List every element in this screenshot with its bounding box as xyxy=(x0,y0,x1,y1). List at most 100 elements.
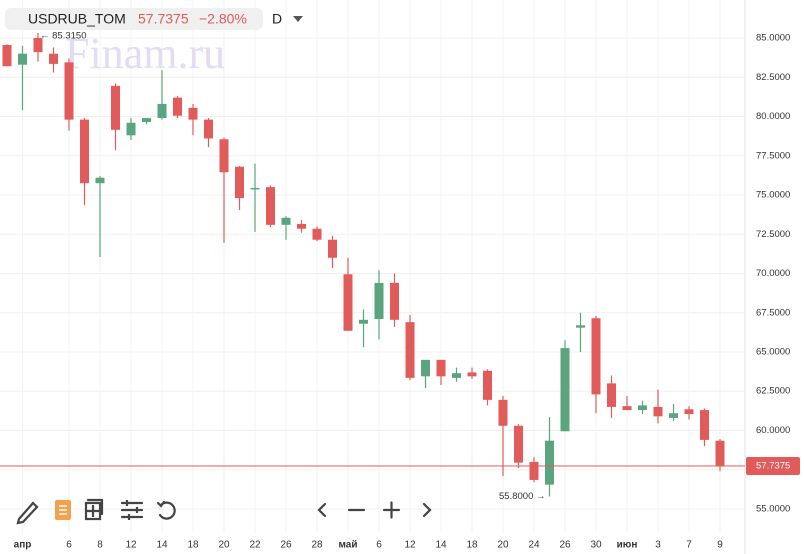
candle-body xyxy=(436,359,446,377)
y-tick-label: 85.0000 xyxy=(756,33,790,44)
x-tick-label: 14 xyxy=(156,540,168,551)
candle-body xyxy=(204,119,213,139)
candles xyxy=(2,33,725,497)
x-tick-label: 6 xyxy=(66,540,72,551)
y-tick-label: 55.0000 xyxy=(756,503,790,514)
interval-dropdown[interactable] xyxy=(293,16,303,22)
x-tick-label: 18 xyxy=(466,540,478,551)
candle-body xyxy=(700,410,709,440)
y-tick-label: 75.0000 xyxy=(756,190,790,201)
x-tick-label: 7 xyxy=(686,540,692,551)
x-tick-label: май xyxy=(339,540,358,551)
x-tick-label: 14 xyxy=(435,540,447,551)
x-tick-label: июн xyxy=(617,540,638,551)
candle-body xyxy=(421,359,430,377)
candle-body xyxy=(157,103,167,119)
candle-body xyxy=(467,372,477,377)
y-tick-label: 80.0000 xyxy=(756,111,790,122)
candle-body xyxy=(95,177,105,184)
x-tick-label: 3 xyxy=(655,540,661,551)
candle-body xyxy=(653,406,663,417)
candle-body xyxy=(64,62,74,120)
candle-body xyxy=(669,413,678,418)
candle-body xyxy=(266,187,275,225)
y-tick-label: 77.5000 xyxy=(756,150,790,161)
candle-body xyxy=(576,325,585,328)
min-annotation: 55.8000 → xyxy=(499,491,545,502)
candle-body xyxy=(452,373,461,378)
candle-body xyxy=(33,37,43,53)
scroll-left[interactable] xyxy=(317,502,327,518)
price: 57.7375 xyxy=(138,11,189,27)
change: −2.80% xyxy=(199,11,247,27)
candle-body xyxy=(281,217,291,225)
candle-body xyxy=(126,122,136,136)
candle-body xyxy=(235,166,244,199)
y-tick-label: 62.5000 xyxy=(756,386,790,397)
symbol-box[interactable] xyxy=(5,8,263,30)
x-tick-label: 6 xyxy=(376,540,382,551)
candle-body xyxy=(715,440,725,467)
x-tick-label: 12 xyxy=(125,540,137,551)
settings-tool[interactable] xyxy=(120,501,144,519)
candle-body xyxy=(297,224,306,229)
y-tick-label: 60.0000 xyxy=(756,425,790,436)
x-tick-label: 20 xyxy=(497,540,509,551)
watermark: Finam.ru xyxy=(65,29,225,78)
candle-body xyxy=(343,274,353,331)
candle-body xyxy=(49,53,58,64)
candle-body xyxy=(514,425,523,463)
add-plus xyxy=(87,505,99,517)
candle-body xyxy=(312,228,322,240)
settings-knobs xyxy=(125,500,139,520)
x-tick-label: 9 xyxy=(717,540,723,551)
zoom-in[interactable] xyxy=(382,501,401,519)
x-tick-label: 18 xyxy=(187,540,199,551)
x-tick-label: 28 xyxy=(311,540,323,551)
candle-body xyxy=(173,97,182,116)
candle-body xyxy=(111,85,120,130)
candle-body xyxy=(80,119,89,184)
x-tick-label: 22 xyxy=(249,540,261,551)
candle-body xyxy=(483,370,492,400)
candle-body xyxy=(359,319,368,324)
x-tick-label: 30 xyxy=(590,540,602,551)
candle-body xyxy=(219,139,229,173)
candle-body xyxy=(529,461,539,480)
grid xyxy=(0,0,745,533)
last-price-box xyxy=(746,457,800,476)
candle-body xyxy=(638,405,647,411)
candle-body xyxy=(405,322,415,378)
scroll-right[interactable] xyxy=(422,502,432,518)
candle-body xyxy=(250,187,260,190)
last-price-label: 57.7375 xyxy=(756,461,790,472)
interval[interactable]: D xyxy=(272,11,282,27)
candle-body xyxy=(560,348,570,432)
candle-body xyxy=(18,53,27,65)
candle-body xyxy=(374,282,384,320)
draw-tool[interactable] xyxy=(16,501,39,525)
candle-body xyxy=(142,118,151,122)
x-tick-label: 26 xyxy=(559,540,571,551)
reset-tool[interactable] xyxy=(156,500,176,520)
x-tick-label: 12 xyxy=(404,540,416,551)
x-tick-label: 8 xyxy=(97,540,103,551)
candle-body xyxy=(545,440,554,485)
candle-body xyxy=(390,282,399,320)
x-tick-label: 26 xyxy=(280,540,292,551)
y-tick-label: 70.0000 xyxy=(756,268,790,279)
candle-body xyxy=(498,399,508,426)
notes-lines xyxy=(59,505,67,515)
x-tick-label: 24 xyxy=(528,540,540,551)
candle-body xyxy=(188,107,198,120)
candle-body xyxy=(591,318,601,395)
candle-body xyxy=(684,409,694,414)
candle-body xyxy=(2,45,12,67)
y-tick-label: 82.5000 xyxy=(756,72,790,83)
candle-body xyxy=(622,406,632,411)
y-tick-label: 72.5000 xyxy=(756,229,790,240)
candle-body xyxy=(607,383,616,407)
x-tick-label: апр xyxy=(14,540,32,551)
y-tick-label: 67.5000 xyxy=(756,307,790,318)
